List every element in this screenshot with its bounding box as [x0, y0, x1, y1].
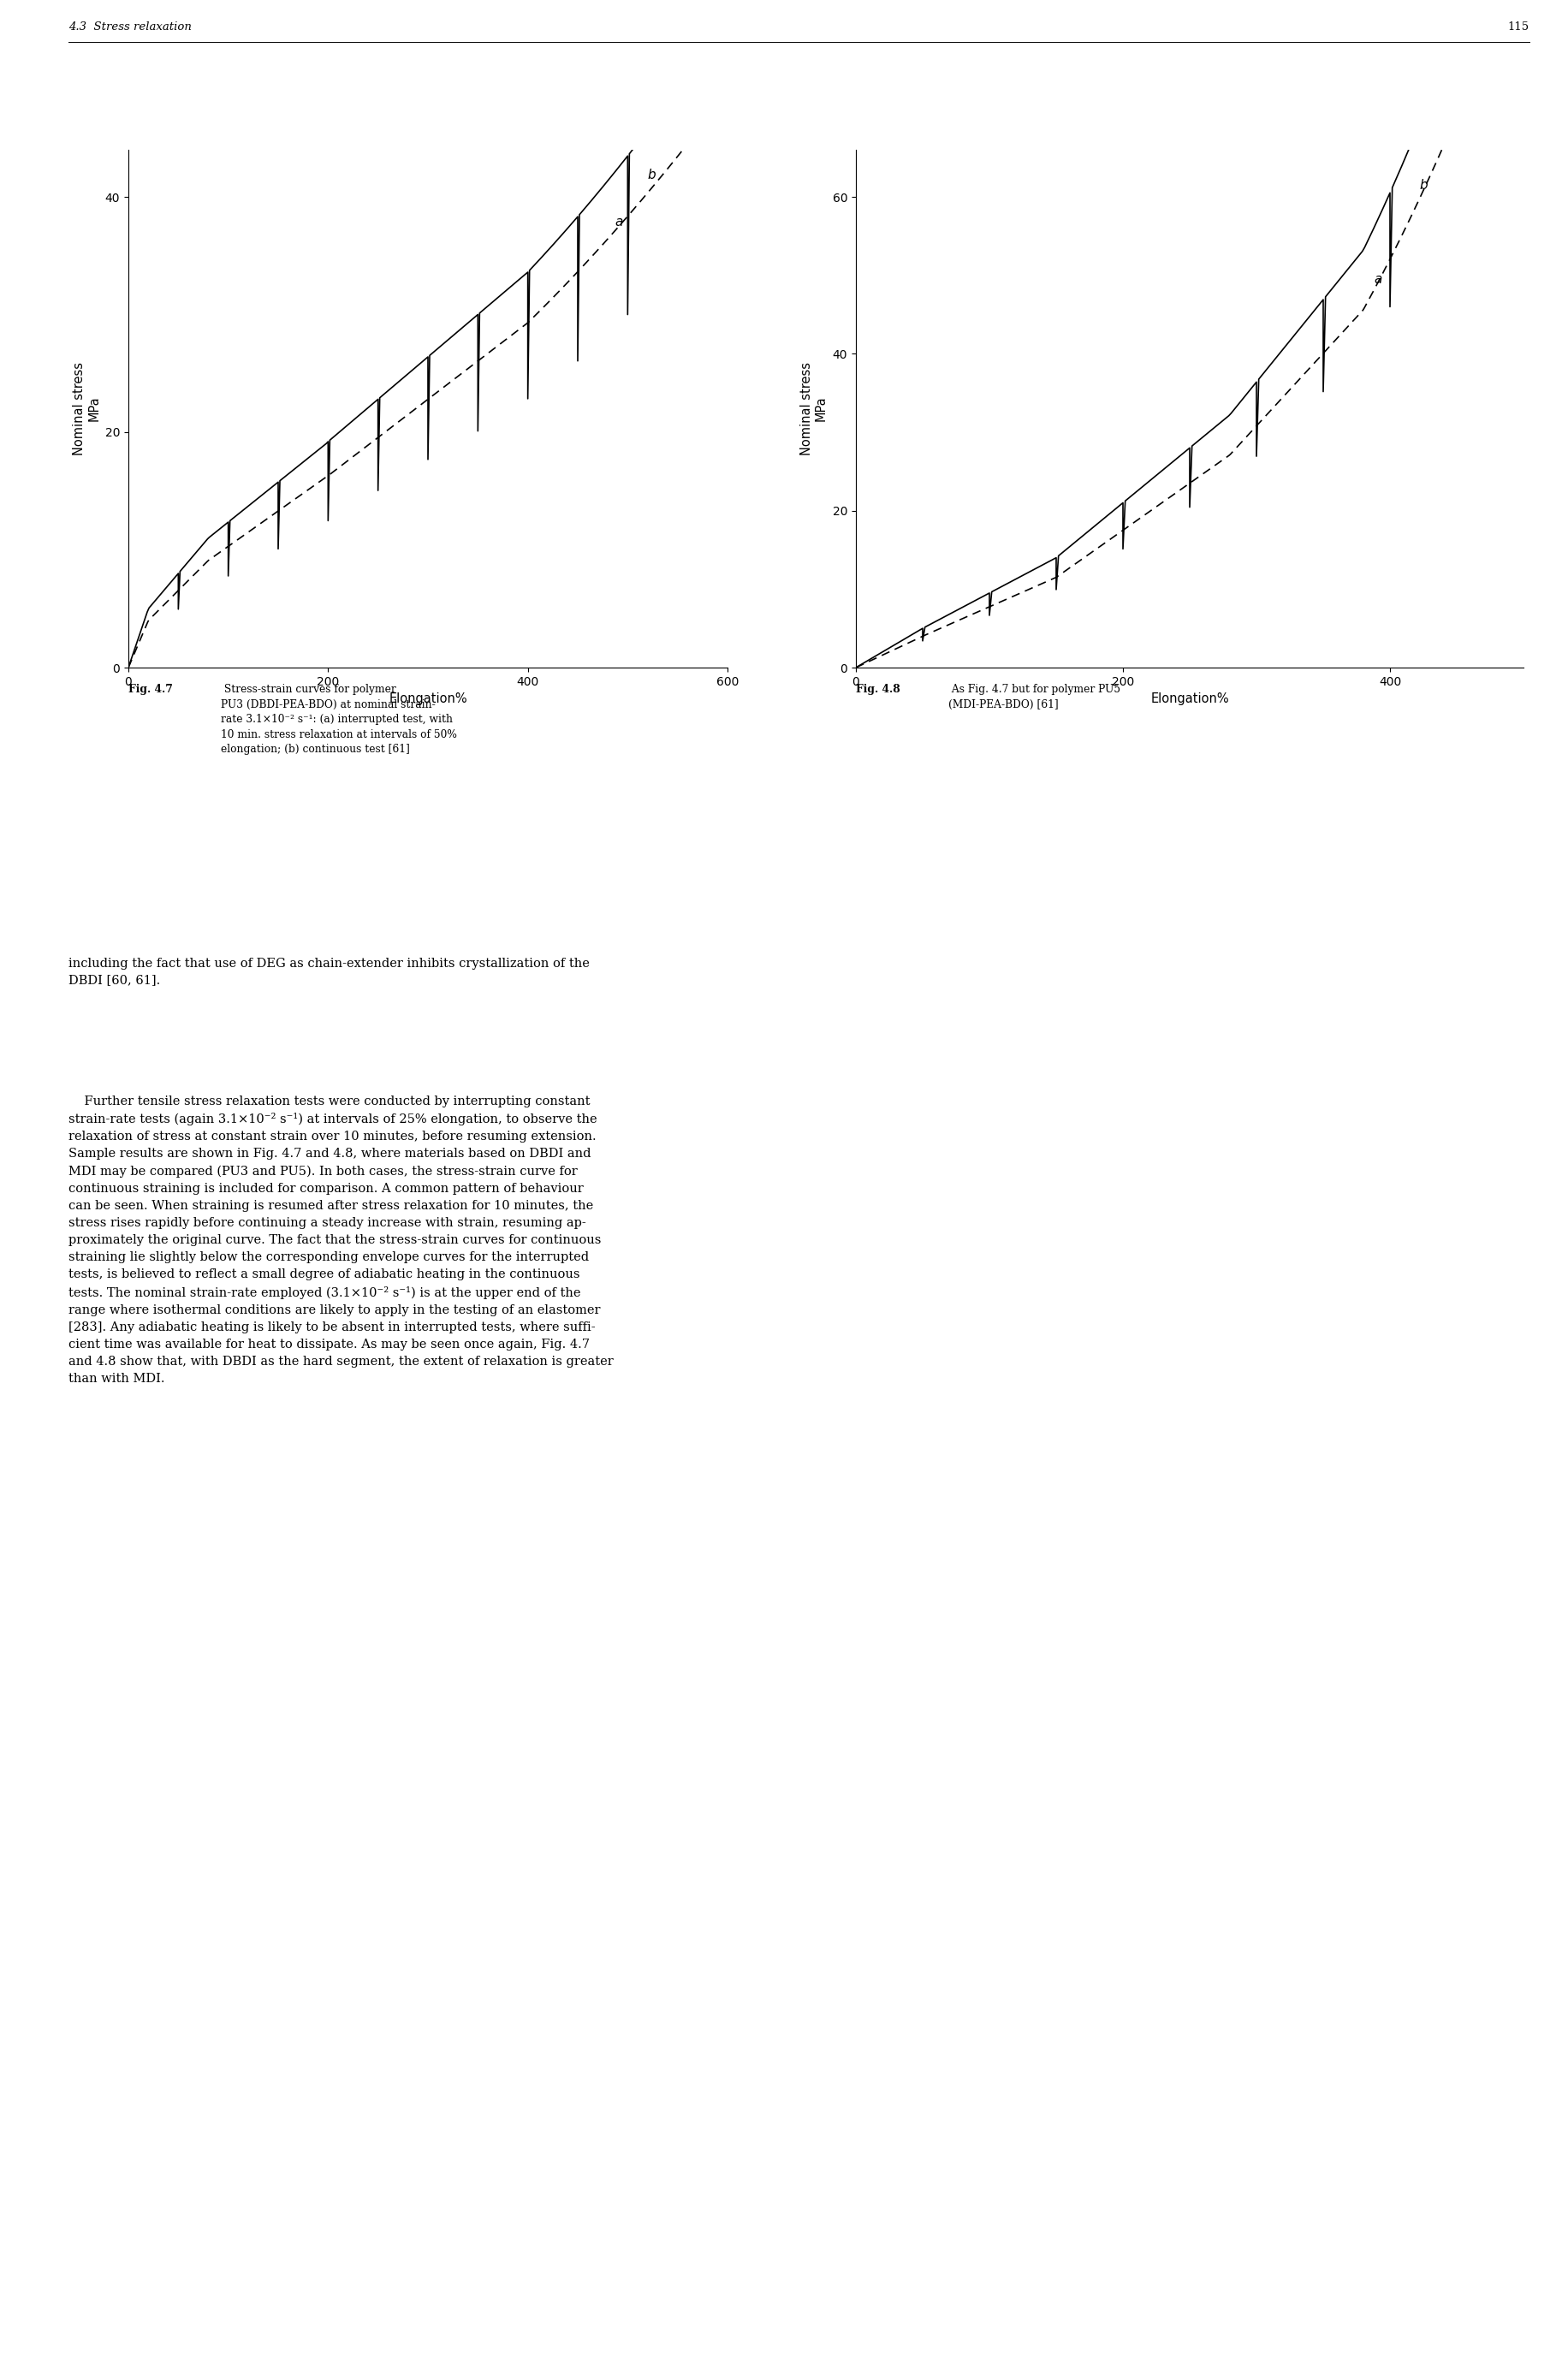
Text: As Fig. 4.7 but for polymer PU5
(MDI-PEA-BDO) [61]: As Fig. 4.7 but for polymer PU5 (MDI-PEA…	[949, 684, 1121, 710]
X-axis label: Elongation%: Elongation%	[1151, 694, 1229, 705]
Text: b: b	[1419, 178, 1427, 192]
X-axis label: Elongation%: Elongation%	[389, 694, 467, 705]
Text: Fig. 4.7: Fig. 4.7	[129, 684, 172, 696]
Text: Fig. 4.8: Fig. 4.8	[856, 684, 900, 696]
Text: 4.3  Stress relaxation: 4.3 Stress relaxation	[69, 21, 191, 33]
Text: Further tensile stress relaxation tests were conducted by interrupting constant
: Further tensile stress relaxation tests …	[69, 1095, 613, 1385]
Text: a: a	[1374, 273, 1381, 285]
Text: b: b	[648, 169, 655, 183]
Y-axis label: Nominal stress
MPa: Nominal stress MPa	[72, 361, 100, 456]
Text: a: a	[615, 216, 622, 228]
Text: including the fact that use of DEG as chain-extender inhibits crystallization of: including the fact that use of DEG as ch…	[69, 957, 590, 986]
Text: Stress-strain curves for polymer
PU3 (DBDI-PEA-BDO) at nominal strain-
rate 3.1×: Stress-strain curves for polymer PU3 (DB…	[221, 684, 456, 755]
Text: 115: 115	[1508, 21, 1529, 33]
Y-axis label: Nominal stress
MPa: Nominal stress MPa	[800, 361, 828, 456]
